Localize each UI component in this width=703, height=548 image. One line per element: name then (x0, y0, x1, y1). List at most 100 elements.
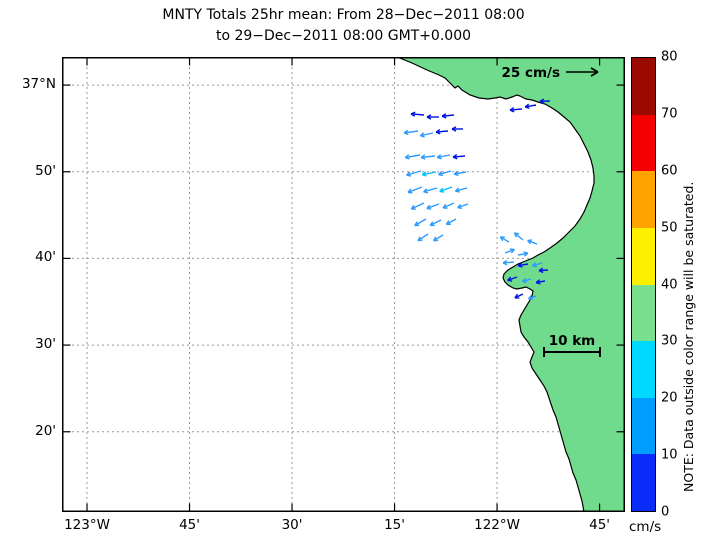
vector-shaft (429, 219, 442, 226)
vector-shaft (404, 130, 419, 134)
x-tick-label: 45' (179, 517, 200, 533)
current-vector (417, 233, 429, 242)
vector-shaft (509, 108, 523, 111)
current-vector (445, 218, 457, 226)
colorbar-segment-50-60 (632, 171, 655, 228)
current-vector (439, 186, 453, 193)
coastline-landmass (396, 57, 625, 512)
title-line-2: to 29−Dec−2011 08:00 GMT+0.000 (215, 28, 472, 44)
x-tick-label: 122°W (474, 517, 520, 533)
vector-head (523, 251, 529, 254)
vector-shaft (406, 170, 422, 176)
vector-shaft (507, 276, 518, 282)
vector-shaft (437, 154, 451, 159)
vector-shaft (532, 262, 543, 267)
reference-arrow-head (590, 67, 599, 73)
y-tick-label: 50' (35, 162, 56, 179)
current-vector (426, 114, 439, 120)
colorbar-tick-label: 70 (661, 106, 678, 122)
colorbar-segment-70-80 (632, 58, 655, 115)
vector-head (532, 265, 537, 268)
current-vector (452, 154, 466, 160)
vector-head (524, 106, 530, 109)
current-vector (538, 267, 549, 274)
vector-head (513, 232, 517, 238)
vector-shaft (517, 252, 528, 256)
colorbar-tick-label: 30 (661, 333, 678, 349)
colorbar-tick-label: 0 (661, 504, 670, 520)
current-vector (410, 111, 425, 117)
current-vector (453, 170, 467, 177)
current-vector (502, 259, 515, 266)
colorbar-segment-0-10 (632, 454, 655, 511)
vector-shaft (410, 113, 425, 116)
current-vector (407, 186, 423, 194)
current-vector (403, 129, 419, 136)
vector-head (527, 240, 532, 245)
vector-shaft (407, 186, 423, 194)
annotations-layer (543, 67, 601, 357)
current-vector (504, 248, 515, 254)
vector-head (439, 190, 445, 193)
current-vector (527, 239, 538, 245)
colorbar-unit-label: cm/s (629, 519, 662, 535)
current-vector (419, 132, 434, 138)
colorbar-segment-30-40 (632, 284, 655, 342)
current-vector (535, 279, 546, 285)
vector-shaft (420, 132, 434, 137)
vector-head (437, 156, 442, 160)
vector-head (517, 265, 523, 268)
vector-shaft (421, 155, 436, 159)
vector-shaft (438, 170, 452, 176)
vector-head (535, 281, 541, 285)
vector-shaft (525, 104, 537, 108)
vector-head (426, 207, 432, 210)
vector-shaft (522, 278, 532, 283)
current-vector (414, 218, 427, 227)
vector-shaft (433, 234, 444, 242)
land-mass (396, 57, 625, 512)
colorbar-segment-60-70 (632, 114, 655, 172)
vector-shaft (414, 218, 427, 227)
current-vector (514, 293, 524, 299)
current-vector (509, 107, 523, 113)
current-vector (423, 187, 438, 194)
vector-shaft (435, 130, 449, 133)
current-vector (404, 154, 421, 160)
vector-head (422, 174, 427, 177)
vector-head (426, 116, 432, 120)
vector-shaft (422, 171, 437, 176)
y-tick-label: 30' (35, 336, 56, 353)
vector-shaft (538, 269, 549, 272)
vector-head (453, 173, 459, 177)
current-vector (421, 171, 437, 177)
colorbar-note: NOTE: Data outside color range will be s… (681, 181, 696, 492)
current-vector (406, 170, 422, 177)
map-canvas: 25 cm/s 10 km (62, 57, 625, 512)
vector-shaft (446, 218, 457, 225)
current-vector (527, 294, 537, 301)
x-tick-label: 123°W (64, 517, 110, 533)
x-tick-label: 30' (281, 517, 303, 533)
y-tick-label: 37°N (21, 76, 56, 93)
colorbar-segment-10-20 (632, 397, 655, 455)
current-vector (524, 103, 537, 109)
current-vector (441, 113, 455, 119)
current-vector (539, 98, 551, 104)
vector-shaft (514, 293, 524, 299)
vector-shaft (426, 203, 440, 210)
scale-bar-label: 10 km (549, 333, 596, 349)
colorbar-segment-20-30 (632, 341, 655, 398)
colorbar-tick-label: 60 (661, 163, 678, 179)
x-tick-label: 15' (384, 517, 405, 533)
vector-head (420, 156, 426, 160)
current-vector (517, 251, 529, 257)
y-tick-label: 40' (35, 249, 56, 266)
vector-shaft (439, 186, 453, 193)
vector-shaft (423, 187, 438, 193)
current-vector (507, 276, 518, 282)
vector-head (420, 135, 425, 138)
current-vector (531, 262, 543, 268)
colorbar-tick-label: 50 (661, 220, 678, 236)
